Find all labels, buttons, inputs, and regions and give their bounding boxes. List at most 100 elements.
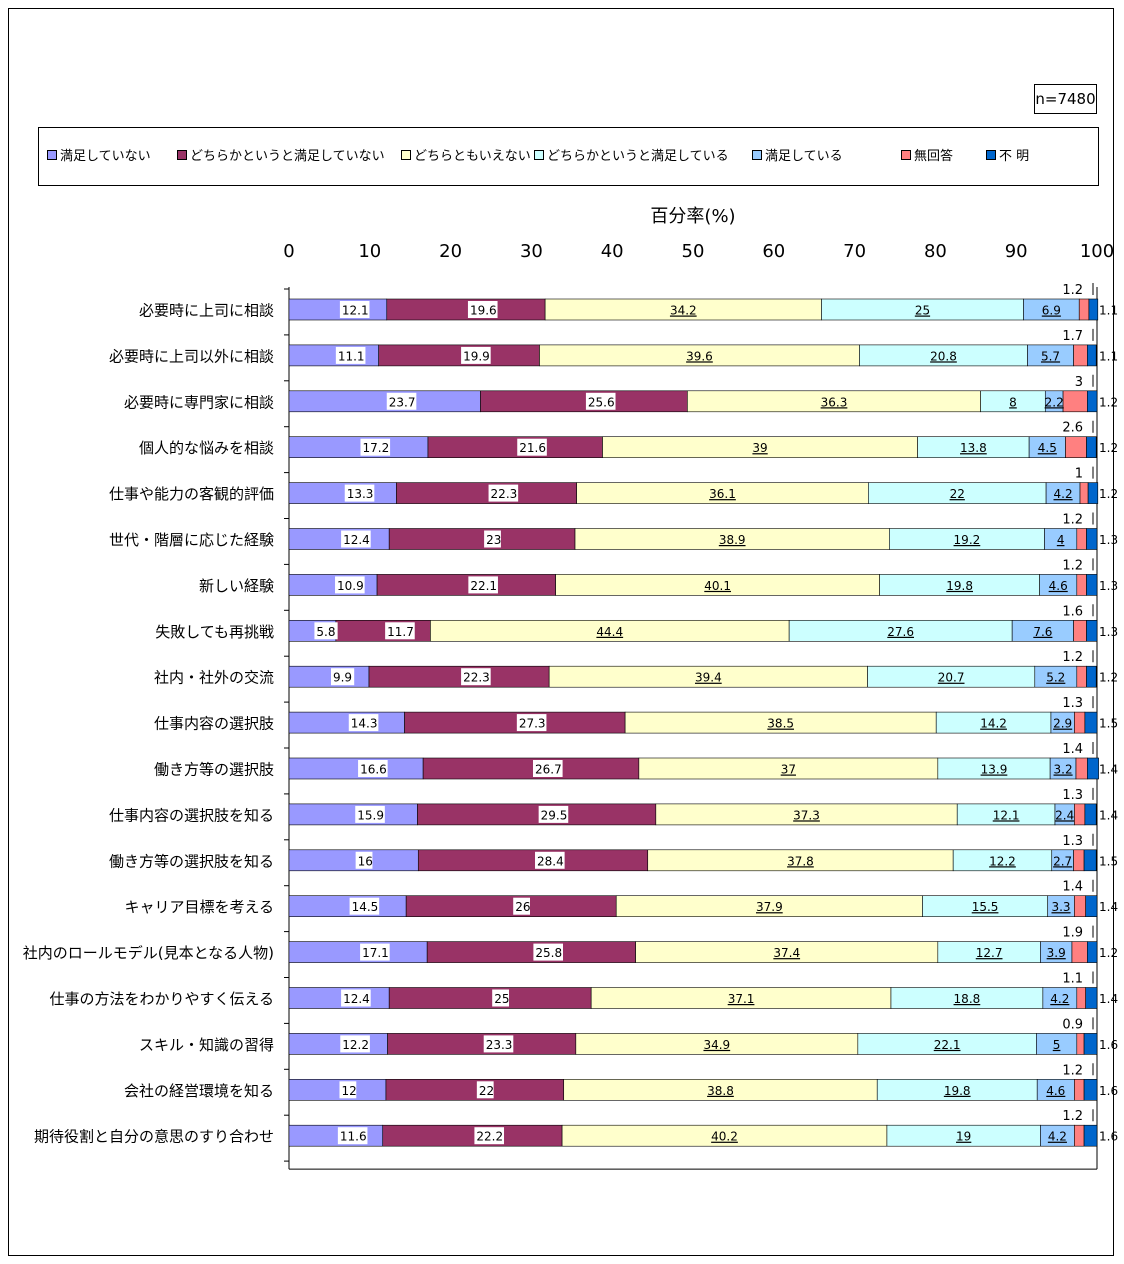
x-tick-label: 40 — [601, 241, 624, 262]
bar-segment — [427, 436, 603, 459]
data-label: 9.9 — [333, 671, 352, 685]
bar-segment — [1076, 574, 1087, 596]
category-label: 仕事内容の選択肢 — [154, 715, 274, 733]
data-label-bg — [335, 576, 365, 594]
bar-segment — [480, 390, 688, 413]
bar-segment — [288, 390, 481, 413]
data-label: 11.6 — [340, 1130, 367, 1144]
legend-swatch — [47, 150, 57, 160]
data-label: 20.7 — [938, 671, 965, 685]
data-label-bg — [348, 714, 379, 732]
bar-segment — [1073, 344, 1088, 367]
data-label: 20.8 — [930, 349, 957, 363]
data-label-bg — [344, 484, 375, 502]
category-label: 仕事の方法をわかりやすく伝える — [49, 990, 274, 1008]
data-label: 5 — [1053, 1038, 1061, 1052]
data-label: 1.3 — [1062, 788, 1083, 803]
data-label: 12.1 — [342, 304, 369, 318]
data-label: 39.6 — [686, 349, 713, 363]
data-label-bg — [483, 1035, 514, 1053]
legend-swatch — [534, 150, 544, 160]
bar-segment — [1083, 1079, 1098, 1101]
legend-label: どちらともいえない — [414, 149, 531, 164]
bar-segment — [288, 941, 428, 963]
data-label: 36.1 — [709, 487, 736, 501]
data-label: 1.2 — [1099, 395, 1118, 409]
bar-segment — [382, 1124, 563, 1147]
category-label: 会社の経営環境を知る — [124, 1082, 274, 1100]
category-label: 必要時に上司以外に相談 — [109, 347, 274, 365]
bar-segment — [1074, 1079, 1085, 1101]
data-label: 1.2 — [1062, 283, 1083, 298]
data-label-bg — [341, 530, 371, 548]
data-label: 12.2 — [989, 854, 1016, 868]
data-label: 1.4 — [1099, 808, 1118, 822]
legend-label: どちらかというと満足していない — [190, 149, 385, 164]
data-label: 10.9 — [337, 579, 364, 593]
category-label: 仕事内容の選択肢を知る — [109, 806, 274, 824]
data-label: 22.3 — [491, 487, 518, 501]
data-label: 1.2 — [1099, 946, 1118, 960]
data-label: 4.2 — [1054, 487, 1073, 501]
data-label: 12.4 — [343, 992, 370, 1006]
bar-segment — [288, 528, 390, 550]
data-label: 1.2 — [1099, 487, 1118, 501]
category-label: 働き方等の選択肢 — [154, 761, 274, 779]
sample-size-label: n=7480 — [1034, 84, 1097, 114]
legend: 満足していない どちらかというと満足していない どちらともいえない どちらかというと満… — [38, 127, 1099, 186]
data-label: 3 — [1075, 375, 1083, 390]
data-label: 1.3 — [1099, 533, 1118, 547]
data-label: 2.6 — [1062, 421, 1083, 436]
category-label: 期待役割と自分の意思のすり合わせ — [34, 1128, 274, 1146]
data-label: 4 — [1057, 533, 1065, 547]
x-tick-label: 70 — [843, 241, 866, 262]
bar-segment — [417, 803, 657, 826]
data-label: 17.1 — [362, 946, 389, 960]
data-label: 11.1 — [338, 349, 365, 363]
data-label-bg — [355, 851, 373, 869]
data-label: 15.5 — [972, 900, 999, 914]
data-label-bg — [461, 668, 491, 686]
bar-segment — [288, 665, 370, 688]
data-label-bg — [513, 897, 530, 915]
category-label: キャリア目標を考える — [124, 898, 274, 916]
data-label: 38.5 — [767, 717, 794, 731]
data-label-bg — [585, 392, 616, 410]
legend-swatch — [401, 150, 411, 160]
x-tick-label: 30 — [520, 241, 543, 262]
bar-segment — [1076, 987, 1086, 1009]
data-label: 0.9 — [1062, 1017, 1083, 1032]
data-label-bg — [330, 668, 355, 686]
data-label-bg — [360, 943, 390, 961]
data-label-bg — [349, 897, 380, 915]
data-label: 1.1 — [1099, 304, 1118, 318]
data-label: 1.5 — [1099, 717, 1118, 731]
data-label: 34.9 — [703, 1038, 730, 1052]
data-label-bg — [340, 1035, 370, 1053]
data-label: 40.1 — [704, 579, 731, 593]
data-label: 1.7 — [1062, 329, 1083, 344]
data-label-bg — [360, 438, 391, 456]
data-label-bg — [337, 1127, 368, 1145]
data-label: 5.7 — [1041, 349, 1060, 363]
legend-item: 満足していない — [47, 150, 151, 164]
bar-segment — [417, 849, 649, 872]
data-label: 22.1 — [934, 1038, 961, 1052]
data-label: 37 — [781, 763, 796, 777]
data-label: 1.2 — [1062, 650, 1083, 665]
category-label: 必要時に上司に相談 — [139, 302, 274, 320]
data-label: 12.2 — [342, 1038, 369, 1052]
data-label: 26.7 — [535, 763, 562, 777]
data-label: 4.5 — [1038, 441, 1057, 455]
data-label: 6.9 — [1042, 304, 1061, 318]
x-tick-label: 80 — [924, 241, 947, 262]
category-label: 社内のロールモデル(見本となる人物) — [23, 944, 274, 962]
bar-segment — [1073, 849, 1085, 872]
data-label: 19.6 — [470, 304, 497, 318]
data-label: 27.6 — [887, 625, 914, 639]
data-label: 5.2 — [1046, 671, 1065, 685]
category-label: 世代・階層に応じた経験 — [109, 531, 274, 549]
data-label-bg — [484, 530, 501, 548]
data-label-bg — [358, 760, 388, 777]
